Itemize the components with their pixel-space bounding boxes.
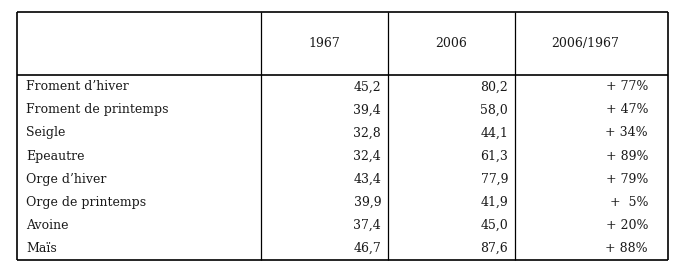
Text: Froment d’hiver: Froment d’hiver [26,81,129,93]
Text: Orge d’hiver: Orge d’hiver [26,172,106,186]
Text: 45,0: 45,0 [480,219,508,232]
Text: 39,9: 39,9 [353,196,381,209]
Text: 61,3: 61,3 [480,150,508,163]
Text: Orge de printemps: Orge de printemps [26,196,146,209]
Text: + 47%: + 47% [606,103,648,116]
Text: 39,4: 39,4 [353,103,381,116]
Text: Maïs: Maïs [26,242,57,255]
Text: Seigle: Seigle [26,126,65,140]
Text: + 89%: + 89% [606,150,648,163]
Text: Epeautre: Epeautre [26,150,84,163]
Text: 1967: 1967 [309,37,340,50]
Text: 44,1: 44,1 [480,126,508,140]
Text: 43,4: 43,4 [353,172,381,186]
Text: 37,4: 37,4 [353,219,381,232]
Text: 77,9: 77,9 [481,172,508,186]
Text: 32,8: 32,8 [353,126,381,140]
Text: 58,0: 58,0 [480,103,508,116]
Text: + 79%: + 79% [606,172,648,186]
Text: + 34%: + 34% [606,126,648,140]
Text: 45,2: 45,2 [353,81,381,93]
Text: 41,9: 41,9 [480,196,508,209]
Text: 32,4: 32,4 [353,150,381,163]
Text: 2006/1967: 2006/1967 [551,37,619,50]
Text: + 88%: + 88% [606,242,648,255]
Text: 46,7: 46,7 [353,242,381,255]
Text: + 20%: + 20% [606,219,648,232]
Text: Froment de printemps: Froment de printemps [26,103,169,116]
Text: 87,6: 87,6 [480,242,508,255]
Text: Avoine: Avoine [26,219,68,232]
Text: +  5%: + 5% [610,196,648,209]
Text: 80,2: 80,2 [480,81,508,93]
Text: 2006: 2006 [436,37,467,50]
Text: + 77%: + 77% [606,81,648,93]
